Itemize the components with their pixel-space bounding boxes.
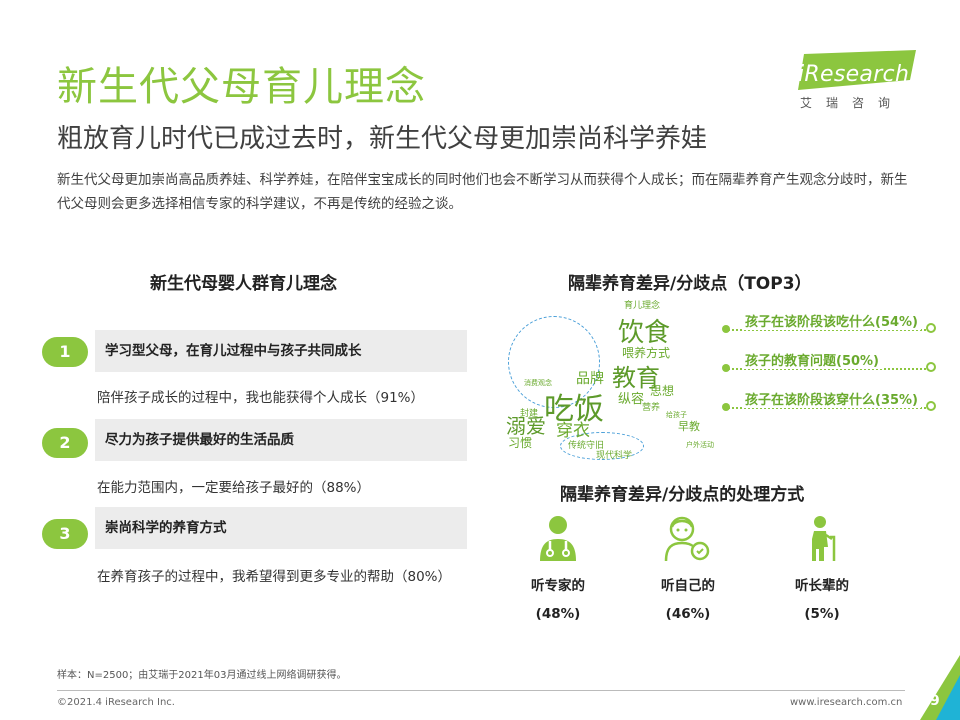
dot-icon (722, 403, 730, 411)
cloud-word: 传统守旧 (568, 441, 605, 451)
item-number-badge: 2 (42, 428, 88, 458)
handling-label: 听长辈的 (795, 578, 849, 594)
cloud-word: 户外活动 (686, 441, 714, 449)
cloud-word: 喂养方式 (622, 346, 671, 360)
cloud-ring (560, 432, 644, 460)
cloud-word: 早教 (678, 420, 700, 433)
handling-label: 听专家的 (531, 578, 585, 594)
top3-item: 孩子在该阶段该吃什么(54%) (722, 311, 942, 339)
ring-icon (926, 401, 936, 411)
item-headline: 尽力为孩子提供最好的生活品质 (95, 419, 467, 461)
logo-wordmark: iResearch (798, 62, 910, 87)
cloud-word: 封建 (520, 409, 539, 419)
cloud-word: 育儿理念 (624, 301, 661, 311)
handling-label: 听自己的 (661, 578, 715, 594)
philosophy-section-title: 新生代母婴人群育儿理念 (150, 274, 337, 294)
leader-line (728, 329, 930, 331)
item-number-badge: 1 (42, 337, 88, 367)
self-icon (664, 516, 710, 562)
footer-divider (57, 690, 905, 691)
word-cloud: 育儿理念 饮食 喂养方式 教育 品牌 纵容 思想 吃饭 营养 溺爱 穿衣 习惯 … (490, 296, 714, 466)
handling-section-title: 隔辈养育差异/分歧点的处理方式 (560, 485, 805, 505)
page-title: 新生代父母育儿理念 (57, 64, 426, 110)
item-number-badge: 3 (42, 519, 88, 549)
cloud-word: 饮食 (618, 318, 671, 348)
top3-label: 孩子的教育问题(50%) (742, 350, 882, 369)
top3-item: 孩子的教育问题(50%) (722, 350, 942, 378)
cloud-word: 现代科学 (596, 451, 633, 461)
top3-label: 孩子在该阶段该穿什么(35%) (742, 389, 921, 408)
cloud-word: 吃饭 (544, 392, 604, 427)
cloud-word: 习惯 (508, 436, 533, 450)
cloud-word: 穿衣 (556, 421, 590, 441)
ring-icon (926, 323, 936, 333)
divergence-section-title: 隔辈养育差异/分歧点（TOP3） (568, 274, 812, 294)
leader-line (728, 407, 930, 409)
item-headline: 崇尚科学的养育方式 (95, 507, 467, 549)
expert-icon (540, 516, 576, 561)
corner-decoration-icon (920, 655, 960, 720)
cloud-word: 纵容 (618, 392, 645, 407)
cloud-word: 营养 (642, 403, 661, 413)
cloud-word: 教育 (612, 364, 660, 392)
elder-icon (812, 516, 836, 561)
leader-line (728, 368, 930, 370)
dot-icon (722, 364, 730, 372)
copyright: ©2021.4 iResearch Inc. (57, 697, 175, 708)
page-number: 9 (930, 693, 940, 709)
item-headline: 学习型父母，在育儿过程中与孩子共同成长 (95, 330, 467, 372)
logo-chinese-name: 艾瑞咨询 (800, 96, 905, 110)
cloud-word: 思想 (650, 384, 675, 398)
cloud-word: 给孩子 (666, 411, 687, 419)
top3-item: 孩子在该阶段该穿什么(35%) (722, 389, 942, 417)
handling-percent: (46%) (665, 606, 711, 622)
ring-icon (926, 362, 936, 372)
website-link[interactable]: www.iresearch.com.cn (790, 697, 903, 708)
intro-paragraph: 新生代父母更加崇尚高品质养娃、科学养娃，在陪伴宝宝成长的同时他们也会不断学习从而… (57, 172, 908, 212)
sample-footnote: 样本：N=2500；由艾瑞于2021年03月通过线上网络调研获得。 (57, 670, 347, 681)
cloud-ring (508, 316, 600, 408)
iresearch-logo: iResearch 艾瑞咨询 (790, 50, 920, 112)
top3-label: 孩子在该阶段该吃什么(54%) (742, 311, 921, 330)
item-detail: 在养育孩子的过程中，我希望得到更多专业的帮助（80%） (97, 569, 452, 585)
cloud-word: 溺爱 (506, 414, 546, 438)
logo-mark-icon (798, 50, 916, 90)
cloud-word: 消费观念 (524, 379, 552, 387)
item-detail: 在能力范围内，一定要给孩子最好的（88%） (97, 480, 371, 496)
dot-icon (722, 325, 730, 333)
handling-percent: (5%) (804, 606, 840, 622)
page-subtitle: 粗放育儿时代已成过去时，新生代父母更加崇尚科学养娃 (57, 124, 708, 154)
handling-percent: (48%) (535, 606, 581, 622)
item-detail: 陪伴孩子成长的过程中，我也能获得个人成长（91%） (97, 390, 425, 406)
cloud-word: 品牌 (576, 371, 604, 387)
